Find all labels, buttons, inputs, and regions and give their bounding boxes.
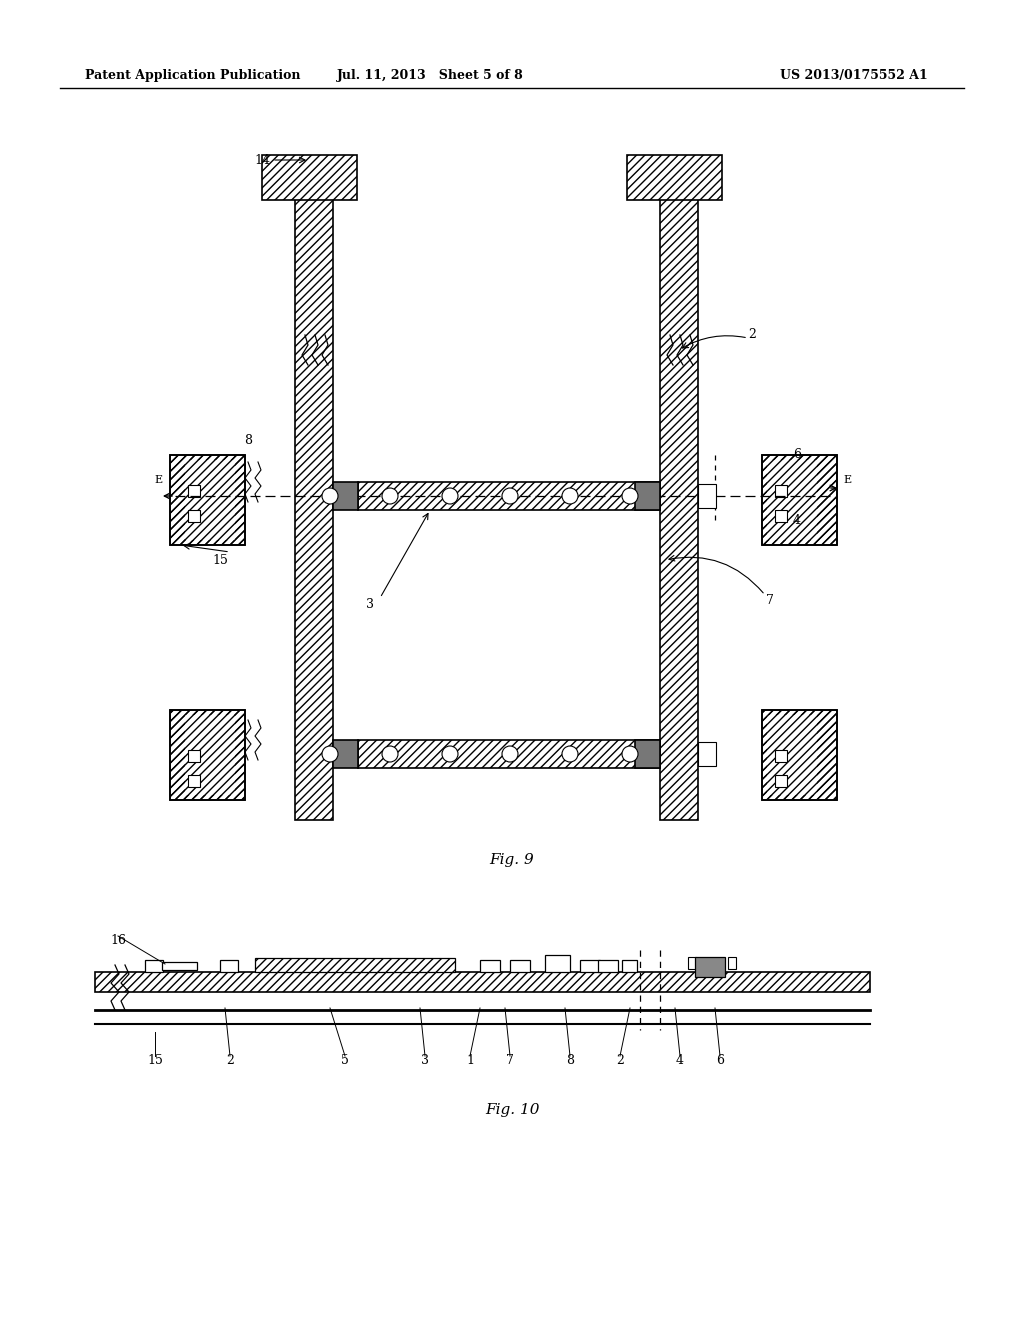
Text: 5: 5 [341,1053,349,1067]
Bar [170,710,245,800]
Bar [635,741,660,768]
Text: Fig. 9: Fig. 9 [489,853,535,867]
Text: 1: 1 [466,1053,474,1067]
Bar [95,972,870,993]
Bar [545,954,570,972]
Text: E: E [154,475,162,484]
Bar [188,510,200,521]
Bar [775,510,787,521]
Bar [220,960,238,972]
Bar [762,455,837,545]
Bar [510,960,530,972]
Bar [145,960,163,972]
Bar [762,710,837,800]
Circle shape [562,488,578,504]
Text: Jul. 11, 2013   Sheet 5 of 8: Jul. 11, 2013 Sheet 5 of 8 [337,69,523,82]
Bar [698,742,716,766]
Bar [635,482,660,510]
Bar [170,455,245,545]
Bar [622,960,637,972]
Circle shape [622,488,638,504]
Text: 2: 2 [748,329,756,342]
Text: 6: 6 [716,1053,724,1067]
Bar [185,459,234,540]
Bar [188,775,200,787]
Bar [728,957,736,969]
Circle shape [442,488,458,504]
Text: 14: 14 [254,153,270,166]
Text: 4: 4 [793,513,801,527]
Bar [775,775,787,787]
Bar [598,960,618,972]
Bar [185,715,234,795]
Bar [775,484,787,498]
Bar [188,750,200,762]
Circle shape [622,746,638,762]
Bar [162,962,197,970]
Circle shape [322,746,338,762]
Text: 7: 7 [506,1053,514,1067]
Bar [767,459,817,540]
Bar [627,154,722,201]
Bar [688,957,696,969]
Bar [295,195,333,820]
Bar [762,710,837,800]
Bar [775,750,787,762]
Text: 2: 2 [616,1053,624,1067]
Bar [580,960,600,972]
Text: 3: 3 [366,598,374,611]
Bar [333,741,358,768]
Text: 16: 16 [110,933,126,946]
Text: 15: 15 [212,553,228,566]
Bar [358,741,660,768]
Bar [767,715,817,795]
Text: Patent Application Publication: Patent Application Publication [85,69,300,82]
Bar [660,195,698,820]
Bar [762,455,837,545]
Circle shape [322,488,338,504]
Text: 8: 8 [566,1053,574,1067]
Text: 4: 4 [676,1053,684,1067]
Text: Fig. 10: Fig. 10 [484,1104,540,1117]
Bar [698,484,716,508]
Text: US 2013/0175552 A1: US 2013/0175552 A1 [780,69,928,82]
Bar [262,154,357,201]
Text: E: E [843,475,851,484]
Bar [480,960,500,972]
Text: 8: 8 [244,433,252,446]
Text: 2: 2 [226,1053,233,1067]
Bar [333,482,358,510]
Circle shape [502,488,518,504]
Circle shape [382,488,398,504]
Bar [695,957,725,977]
Text: 3: 3 [421,1053,429,1067]
Bar [170,455,245,545]
Text: 15: 15 [147,1053,163,1067]
Bar [170,710,245,800]
Bar [188,484,200,498]
Circle shape [382,746,398,762]
Text: 6: 6 [793,449,801,462]
Circle shape [562,746,578,762]
Bar [358,482,660,510]
Text: 7: 7 [766,594,774,606]
Circle shape [502,746,518,762]
Bar [255,958,455,972]
Circle shape [442,746,458,762]
